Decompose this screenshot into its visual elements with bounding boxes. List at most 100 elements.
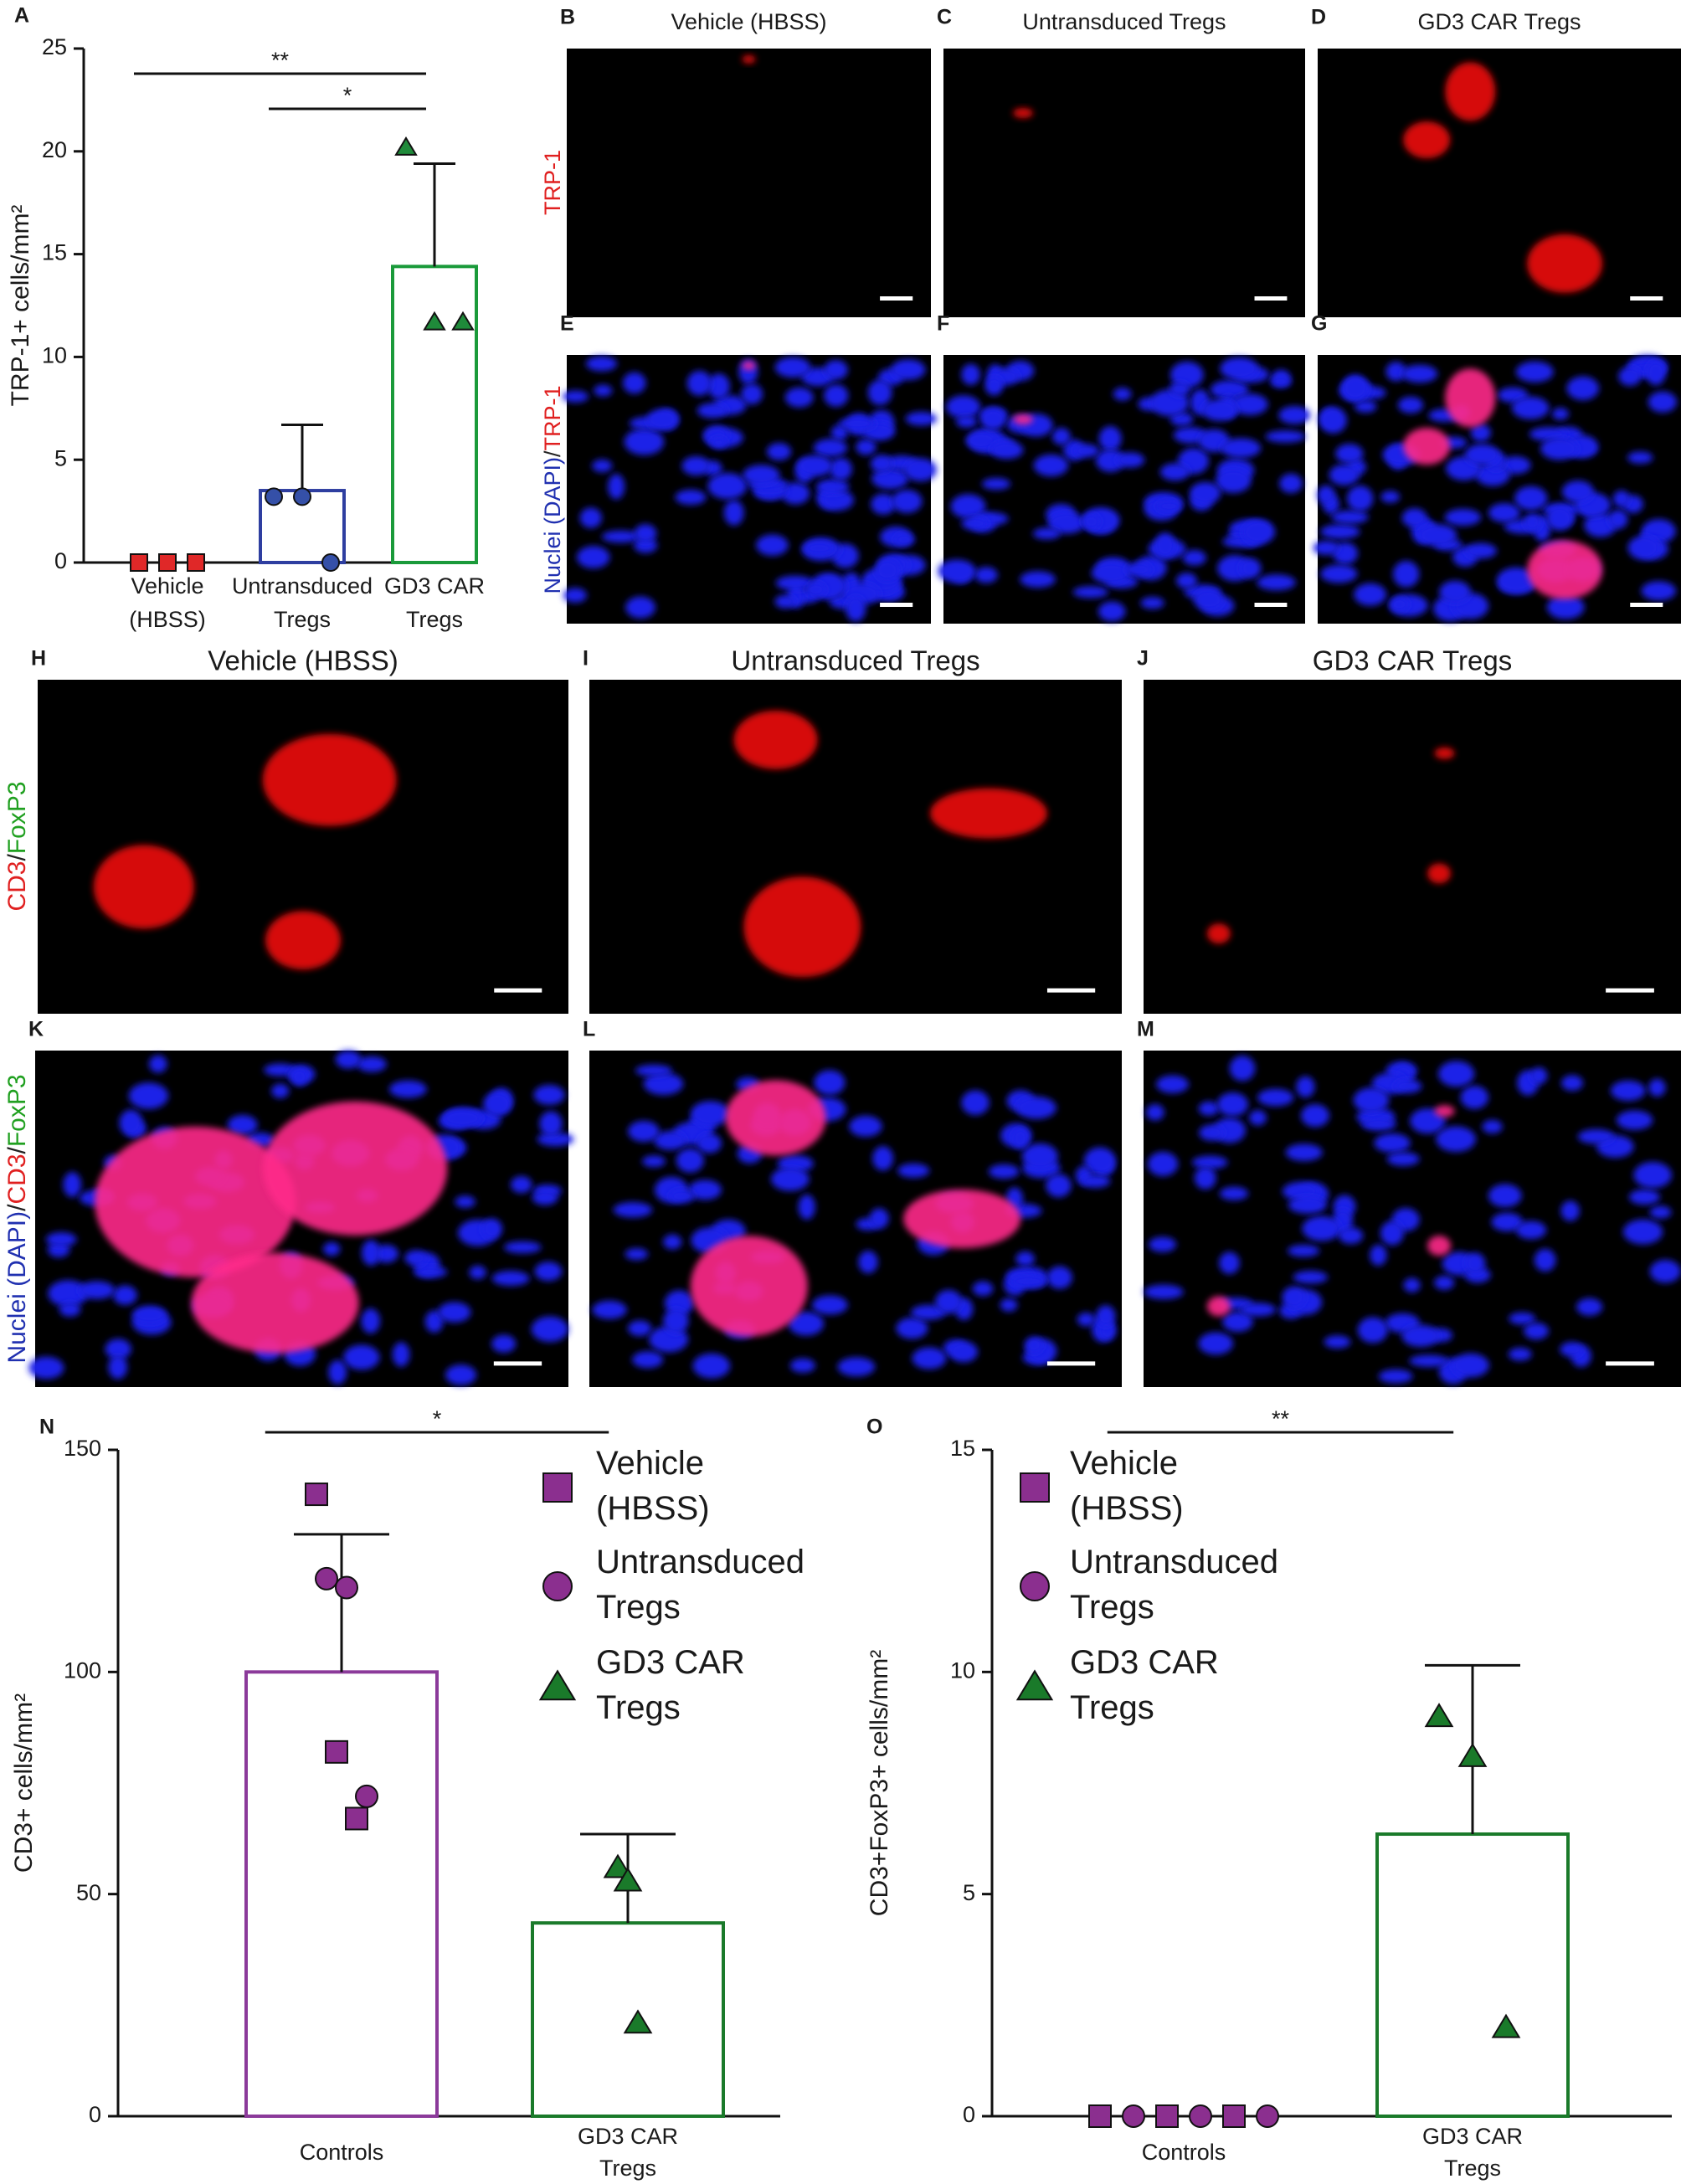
nucleus — [1464, 542, 1498, 559]
nucleus — [1170, 412, 1194, 426]
point — [423, 311, 446, 331]
stain — [930, 788, 1047, 839]
nucleus — [805, 582, 826, 598]
nucleus — [814, 1070, 846, 1096]
nucleus — [388, 1080, 427, 1098]
nucleus — [1083, 1147, 1116, 1174]
legend-marker — [542, 1472, 573, 1503]
nucleus — [483, 1092, 512, 1117]
nucleus — [1464, 444, 1500, 466]
nucleus — [1401, 364, 1438, 383]
nucleus — [1201, 398, 1238, 421]
panel-letter: H — [31, 647, 46, 671]
nucleus — [1616, 1110, 1653, 1130]
nucleus — [891, 359, 926, 380]
row-label-part: Nuclei (DAPI) — [3, 1211, 31, 1364]
nucleus — [1210, 379, 1249, 400]
nucleus — [797, 455, 833, 477]
nucleus — [1618, 366, 1642, 386]
nucleus — [949, 1341, 979, 1363]
nucleus — [1324, 1335, 1351, 1349]
row-label-part: TRP-1 — [540, 385, 565, 450]
point — [315, 1566, 338, 1590]
nucleus — [1627, 451, 1653, 464]
nucleus — [1511, 396, 1550, 419]
legend-label: Untransduced Tregs — [1070, 1544, 1278, 1626]
nucleus — [804, 541, 835, 555]
stain — [1445, 368, 1496, 428]
nucleus — [1646, 360, 1666, 386]
nucleus — [1046, 1266, 1072, 1289]
nucleus — [961, 363, 980, 386]
panel-letter: G — [1311, 312, 1327, 336]
row-label: TRP-1 — [540, 150, 565, 215]
nucleus — [1265, 430, 1306, 443]
nucleus — [1024, 1336, 1044, 1354]
stain — [742, 361, 756, 370]
nucleus — [1148, 1236, 1177, 1252]
nucleus — [1540, 437, 1579, 460]
point — [187, 553, 205, 572]
nucleus — [688, 1179, 722, 1200]
y-tick-label: 0 — [54, 548, 67, 573]
stain — [1434, 1105, 1455, 1118]
point — [1457, 1742, 1488, 1767]
nucleus — [108, 1355, 128, 1380]
panel-title: Vehicle (HBSS) — [671, 9, 826, 34]
nucleus — [1155, 500, 1183, 513]
nucleus — [1279, 473, 1303, 494]
nucleus — [1278, 406, 1311, 424]
nucleus — [1320, 524, 1360, 539]
nucleus — [1546, 594, 1585, 619]
nucleus — [1096, 1305, 1116, 1327]
panel-letter: J — [1137, 647, 1149, 671]
nucleus — [824, 384, 849, 407]
nucleus — [533, 1084, 565, 1106]
nucleus — [990, 440, 1024, 460]
nucleus — [1193, 588, 1224, 611]
stain — [1527, 540, 1603, 599]
y-tick-label: 25 — [42, 34, 67, 59]
nucleus — [1401, 508, 1427, 528]
nucleus — [1220, 357, 1258, 380]
nucleus — [1534, 1248, 1556, 1272]
nucleus — [1113, 387, 1132, 401]
x-tick-label: GD3 CAR Tregs — [384, 573, 485, 632]
panel-letter: C — [937, 6, 952, 29]
stain — [725, 1080, 826, 1156]
stain — [1434, 747, 1455, 759]
point — [293, 487, 311, 506]
stain — [262, 733, 397, 826]
nucleus — [105, 1339, 131, 1359]
nucleus — [131, 1305, 167, 1324]
nucleus — [1370, 1244, 1387, 1267]
nucleus — [1285, 1143, 1323, 1161]
nucleus — [1098, 601, 1126, 622]
nucleus — [1081, 1174, 1111, 1188]
nucleus — [119, 1109, 143, 1137]
nucleus — [1649, 1259, 1681, 1283]
nucleus — [938, 559, 976, 583]
nucleus — [1452, 1353, 1489, 1378]
nucleus — [1219, 1186, 1249, 1200]
nucleus — [686, 370, 712, 396]
nucleus — [1566, 376, 1600, 401]
nucleus — [1491, 1212, 1524, 1231]
legend-marker — [1020, 1472, 1050, 1503]
nucleus — [1191, 1155, 1228, 1169]
nucleus — [974, 567, 998, 583]
point — [1256, 2104, 1279, 2128]
nucleus — [1319, 407, 1347, 434]
nucleus — [871, 468, 909, 490]
nucleus — [1628, 1189, 1660, 1205]
row-label-part: / — [3, 1204, 31, 1211]
nucleus — [910, 1304, 947, 1320]
panel-letter: I — [583, 647, 589, 671]
nucleus — [1361, 1118, 1396, 1131]
nucleus — [811, 1295, 848, 1315]
nucleus — [788, 1311, 825, 1336]
x-tick-label: GD3 CAR Tregs — [1422, 2124, 1523, 2181]
stain — [191, 1252, 359, 1354]
nucleus — [935, 1289, 963, 1314]
x-tick-label: GD3 CAR Tregs — [578, 2124, 678, 2181]
